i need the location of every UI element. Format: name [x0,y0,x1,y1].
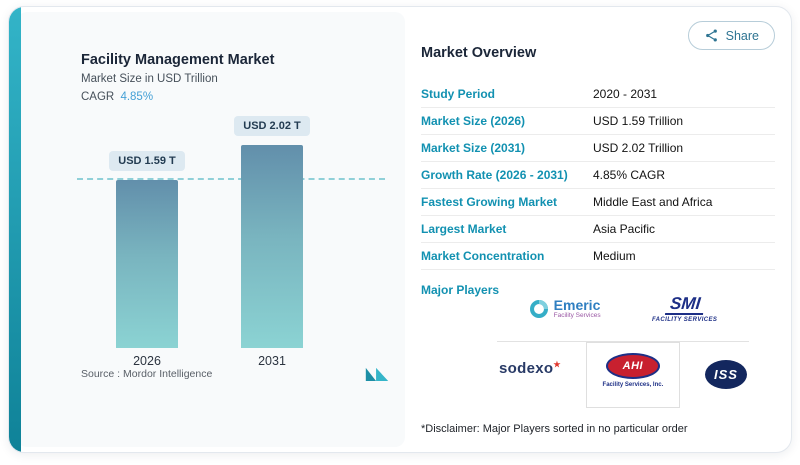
chart-card: Facility Management Market Market Size i… [17,12,405,447]
row-value: Asia Pacific [593,222,656,236]
table-row: Market Concentration Medium [421,243,775,270]
row-value: 2020 - 2031 [593,87,658,101]
chart-subtitle: Market Size in USD Trillion [81,73,218,85]
share-label: Share [725,28,759,43]
value-label-2031: USD 2.02 T [234,116,310,136]
table-row: Growth Rate (2026 - 2031) 4.85% CAGR [421,162,775,189]
row-label: Study Period [421,87,496,101]
market-report-card: Share Facility Management Market Market … [8,6,792,453]
bar-column-2031: USD 2.02 T [234,116,310,348]
disclaimer-text: *Disclaimer: Major Players sorted in no … [421,423,688,435]
table-row: Study Period 2020 - 2031 [421,81,775,108]
overview-panel: Market Overview Study Period 2020 - 2031… [413,7,775,452]
cagr-label: CAGR [81,91,115,103]
sodexo-name: sodexo [499,360,554,377]
players-row-2: sodexo★ AHI Facility Services, Inc. ISS [497,341,749,415]
share-icon [704,28,719,43]
row-label: Market Concentration [421,249,545,263]
cagr-value: 4.85% [120,91,154,103]
row-value: Middle East and Africa [593,195,713,209]
row-value: 4.85% CAGR [593,168,666,182]
row-value: Medium [593,249,636,263]
row-label: Growth Rate (2026 - 2031) [421,168,568,182]
overview-title: Market Overview [421,45,537,61]
table-row: Largest Market Asia Pacific [421,216,775,243]
bar [241,145,303,348]
row-label: Largest Market [421,222,507,236]
row-label: Market Size (2026) [421,114,526,128]
sodexo-logo: sodexo★ [499,360,561,377]
iss-logo: ISS [704,360,747,389]
x-tick-2031: 2031 [258,354,286,368]
ahi-logo: AHI Facility Services, Inc. [585,342,681,408]
table-row: Fastest Growing Market Middle East and A… [421,189,775,216]
emeric-logo: Emeric Facility Services [529,298,601,320]
emeric-name: Emeric [553,297,601,314]
left-accent-bar [9,7,21,452]
row-label: Market Size (2031) [421,141,526,155]
reference-line [77,178,385,181]
ahi-name: AHI [605,353,660,379]
smi-logo: SMI FACILITY SERVICES [651,294,718,323]
x-tick-2026: 2026 [133,354,161,368]
bar-column-2026: USD 1.59 T [109,116,185,348]
share-button[interactable]: Share [687,21,775,50]
bar [116,180,178,348]
emeric-tagline: Facility Services [553,311,601,319]
x-axis-labels: 2026 2031 [69,354,385,370]
smi-name: SMI [664,294,705,315]
chart-cagr: CAGR 4.85% [81,91,153,103]
emeric-icon [529,299,549,319]
table-row: Market Size (2031) USD 2.02 Trillion [421,135,775,162]
row-value: USD 2.02 Trillion [593,141,684,155]
sodexo-star-icon: ★ [553,360,561,369]
row-label: Fastest Growing Market [421,195,558,209]
players-row-1: Emeric Facility Services SMI FACILITY SE… [497,277,749,341]
overview-table: Study Period 2020 - 2031 Market Size (20… [421,81,775,270]
major-players-logos: Emeric Facility Services SMI FACILITY SE… [497,277,749,419]
source-row: Source : Mordor Intelligence [81,364,391,383]
value-label-2026: USD 1.59 T [109,151,185,172]
major-players-label: Major Players [421,283,500,297]
row-value: USD 1.59 Trillion [593,114,684,128]
chart-title: Facility Management Market [81,52,275,68]
bar-chart: USD 1.59 T USD 2.02 T [69,116,385,348]
table-row: Market Size (2026) USD 1.59 Trillion [421,108,775,135]
mordor-intelligence-logo [363,364,391,383]
smi-tagline: FACILITY SERVICES [651,317,718,323]
ahi-tagline: Facility Services, Inc. [602,382,664,388]
source-text: Source : Mordor Intelligence [81,367,213,380]
